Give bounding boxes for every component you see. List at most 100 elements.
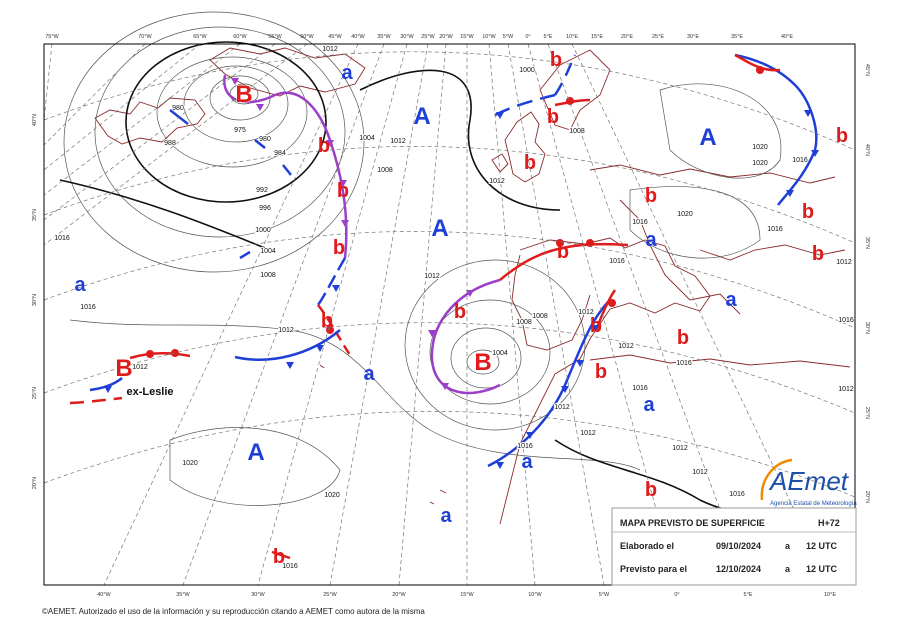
isobar-label: 1016 xyxy=(632,219,648,226)
isobar-label: 1012 xyxy=(580,430,596,437)
isobar-label: 980 xyxy=(172,105,184,112)
relative-low: b xyxy=(645,479,657,501)
meridian xyxy=(43,43,201,171)
isobar-label: 1012 xyxy=(672,445,688,452)
isobar-label: 1012 xyxy=(132,364,148,371)
fronts xyxy=(69,53,818,560)
isobar-label: 1016 xyxy=(838,317,854,324)
front-symbol xyxy=(496,462,504,469)
high-pressure: A xyxy=(247,439,264,466)
meridian xyxy=(43,43,53,121)
latitude-label: 40°N xyxy=(32,114,38,126)
front-symbol xyxy=(316,345,324,352)
front-symbol xyxy=(466,290,474,297)
isobar-label: 1008 xyxy=(377,167,393,174)
isobar-label: 1012 xyxy=(390,138,406,145)
front-symbol xyxy=(341,220,349,227)
latitude-label: 20°N xyxy=(864,491,870,503)
relative-low: b xyxy=(595,361,607,383)
parallel xyxy=(43,231,856,329)
isobar-label: 1020 xyxy=(324,492,340,499)
isobars xyxy=(59,11,851,518)
isobar-label: 1016 xyxy=(792,157,808,164)
front-symbol xyxy=(339,180,347,187)
front-symbol xyxy=(231,78,239,85)
footer: ©AEMET. Autorizado el uso de la informac… xyxy=(42,607,425,616)
longitude-label: 40°W xyxy=(351,34,365,40)
coastline xyxy=(511,254,591,351)
front-symbol xyxy=(326,140,334,147)
front-symbol xyxy=(561,386,569,393)
latitude-label: 45°N xyxy=(864,64,870,76)
relative-low: b xyxy=(590,315,602,337)
high-pressure: A xyxy=(413,103,430,130)
longitude-label: 20°E xyxy=(621,34,633,40)
longitude-label: 5°E xyxy=(744,592,753,598)
front-symbol xyxy=(428,330,436,337)
isobar-label: 1012 xyxy=(554,404,570,411)
isobar-label: 1016 xyxy=(632,385,648,392)
coastline xyxy=(319,364,447,505)
longitude-label: 0° xyxy=(674,592,679,598)
meridian xyxy=(43,43,146,146)
info-box xyxy=(611,507,857,586)
parallel xyxy=(43,51,856,151)
meridian xyxy=(507,43,605,586)
front-symbol xyxy=(556,239,564,247)
relative-low: b xyxy=(321,310,333,332)
front-symbol xyxy=(441,383,449,390)
isobar-label: 1012 xyxy=(618,343,634,350)
longitude-label: 25°W xyxy=(323,592,337,598)
high-pressure: A xyxy=(431,215,448,242)
longitude-label: 30°W xyxy=(251,592,265,598)
meridian xyxy=(182,43,385,586)
relative-low: b xyxy=(550,49,562,71)
front-symbol xyxy=(332,285,340,292)
storm-name: ex-Leslie xyxy=(126,386,173,398)
logo-arc xyxy=(760,458,793,501)
relative-low: b xyxy=(812,243,824,265)
front-symbol xyxy=(146,350,154,358)
longitude-label: 30°W xyxy=(400,34,414,40)
isobar-label: 980 xyxy=(259,136,271,143)
latitude-label: 25°N xyxy=(32,387,38,399)
front-symbol xyxy=(756,66,764,74)
isobar-label: 1012 xyxy=(578,309,594,316)
relative-low: b xyxy=(333,237,345,259)
front-symbol xyxy=(326,326,334,334)
isobar-label: 984 xyxy=(274,150,286,157)
longitude-label: 55°W xyxy=(268,34,282,40)
parallel xyxy=(43,322,856,414)
relative-low: b xyxy=(318,135,330,157)
info-rows: Elaborado el 09/10/2024 a 12 UTC Previsto pa… xyxy=(620,541,838,574)
longitude-label: 15°W xyxy=(460,34,474,40)
isobar-label: 1016 xyxy=(54,235,70,242)
isobar-label: 1004 xyxy=(359,135,375,142)
low-pressure: B xyxy=(235,81,252,108)
isobar-label: 1012 xyxy=(424,273,440,280)
relative-high: a xyxy=(725,289,737,311)
isobar-label: 1012 xyxy=(836,259,852,266)
front-symbol xyxy=(804,110,812,117)
info-cell: 09/10/2024 xyxy=(716,541,761,551)
latitude-label: 35°N xyxy=(864,237,870,249)
isobar-label: 1016 xyxy=(767,226,783,233)
relative-low: b xyxy=(802,201,814,223)
coastline xyxy=(209,47,366,97)
longitude-label: 5°W xyxy=(503,34,514,40)
front-symbol xyxy=(576,360,584,367)
low-pressure: B xyxy=(474,349,491,376)
longitude-label: 70°W xyxy=(138,34,152,40)
map-frame xyxy=(43,43,856,586)
longitude-label: 25°W xyxy=(421,34,435,40)
isobar-label: 1012 xyxy=(322,46,338,53)
latitude-label: 35°N xyxy=(32,209,38,221)
longitude-label: 75°W xyxy=(45,34,59,40)
isobar-label: 1004 xyxy=(260,248,276,255)
isobar-label: 1012 xyxy=(692,469,708,476)
longitude-label: 15°W xyxy=(460,592,474,598)
meridian xyxy=(43,43,241,196)
isobar-label: 1020 xyxy=(752,160,768,167)
latitude-label: 20°N xyxy=(32,477,38,489)
isobar-label: 1016 xyxy=(676,360,692,367)
